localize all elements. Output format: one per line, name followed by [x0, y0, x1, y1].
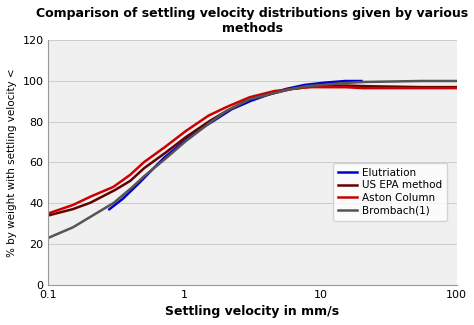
- Title: Comparison of settling velocity distributions given by various
methods: Comparison of settling velocity distribu…: [36, 7, 469, 35]
- Elutriation: [313, 82, 319, 85]
- US EPA method: [445, 85, 450, 89]
- Aston Column: [266, 90, 272, 94]
- Aston Column: [46, 212, 51, 215]
- Aston Column: [305, 85, 310, 89]
- X-axis label: Settling velocity in mm/s: Settling velocity in mm/s: [165, 305, 339, 318]
- US EPA method: [454, 85, 459, 89]
- Aston Column: [239, 98, 245, 102]
- Elutriation: [359, 79, 365, 83]
- US EPA method: [342, 84, 347, 87]
- Brombach(1): [46, 236, 51, 240]
- Brombach(1): [454, 79, 459, 83]
- US EPA method: [381, 84, 387, 88]
- Aston Column: [454, 86, 459, 90]
- Elutriation: [228, 108, 233, 112]
- Y-axis label: % by weight with settling velocity <: % by weight with settling velocity <: [7, 68, 17, 257]
- Brombach(1): [380, 80, 386, 84]
- Elutriation: [342, 79, 347, 83]
- Line: Elutriation: Elutriation: [109, 81, 362, 209]
- Elutriation: [226, 109, 232, 113]
- Aston Column: [242, 97, 247, 101]
- Aston Column: [289, 87, 294, 91]
- US EPA method: [289, 87, 294, 91]
- US EPA method: [242, 100, 247, 104]
- Brombach(1): [266, 92, 272, 96]
- Brombach(1): [413, 79, 419, 83]
- Elutriation: [107, 207, 112, 211]
- Brombach(1): [289, 87, 294, 91]
- Aston Column: [381, 86, 387, 90]
- Brombach(1): [242, 100, 247, 104]
- Brombach(1): [445, 79, 450, 83]
- US EPA method: [239, 101, 245, 105]
- US EPA method: [266, 92, 272, 96]
- Elutriation: [256, 96, 262, 100]
- Line: Aston Column: Aston Column: [48, 87, 456, 214]
- Legend: Elutriation, US EPA method, Aston Column, Brombach(1): Elutriation, US EPA method, Aston Column…: [333, 163, 447, 221]
- Elutriation: [243, 101, 248, 105]
- Brombach(1): [239, 101, 245, 105]
- Elutriation: [353, 79, 359, 83]
- Aston Column: [445, 86, 450, 90]
- US EPA method: [46, 214, 51, 217]
- Line: Brombach(1): Brombach(1): [48, 81, 456, 238]
- Line: US EPA method: US EPA method: [48, 85, 456, 215]
